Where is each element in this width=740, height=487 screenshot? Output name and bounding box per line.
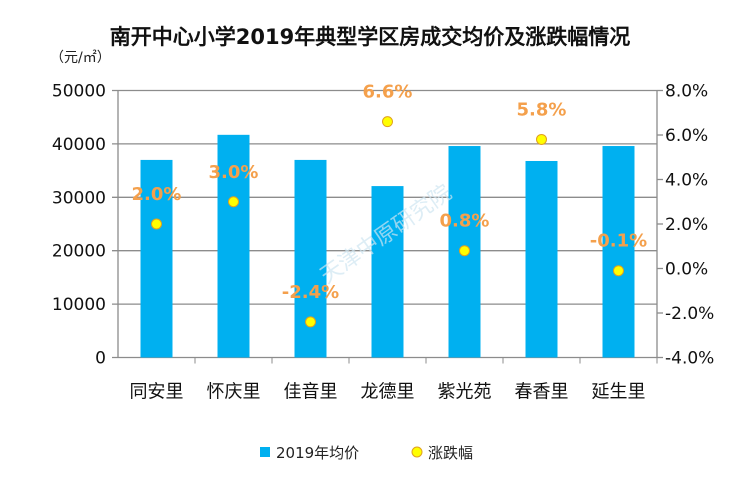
data-label: 6.6%: [363, 82, 413, 103]
y2-tick-label: 4.0%: [665, 171, 708, 191]
y2-tick-label: 0.0%: [665, 260, 708, 280]
data-label: -0.1%: [590, 231, 647, 252]
y-tick-label: 40000: [52, 135, 106, 155]
x-tick-label: 春香里: [515, 382, 569, 403]
x-tick-label: 紫光苑: [438, 382, 492, 403]
data-label: 2.0%: [132, 184, 182, 205]
data-point: [228, 196, 239, 208]
bar: [525, 160, 558, 358]
y2-tick-label: 6.0%: [665, 126, 708, 146]
y-tick-label: 50000: [52, 82, 106, 102]
data-point: [613, 265, 624, 277]
y2-tick-label: -2.0%: [665, 304, 714, 324]
y-tick-label: 0: [95, 349, 106, 369]
y-tick-label: 10000: [52, 295, 106, 315]
bar: [217, 134, 250, 358]
y2-tick-label: 2.0%: [665, 215, 708, 235]
data-point: [151, 218, 162, 230]
y-tick-label: 20000: [52, 242, 106, 262]
legend-bar-label: 2019年均价: [276, 444, 359, 462]
x-tick-label: 同安里: [130, 382, 184, 403]
data-point: [305, 316, 316, 328]
bar: [602, 146, 635, 358]
legend-bar-swatch: [260, 447, 270, 457]
data-point: [459, 245, 470, 257]
data-label: 5.8%: [517, 99, 567, 120]
data-label: -2.4%: [282, 282, 339, 303]
bar: [294, 159, 327, 358]
x-tick-label: 延生里: [592, 382, 646, 403]
bar: [140, 159, 173, 358]
y-axis-unit-label: （元/㎡）: [50, 50, 111, 66]
legend: 2019年均价 涨跌幅: [260, 444, 473, 462]
y2-tick-label: -4.0%: [665, 349, 714, 369]
data-label: 3.0%: [209, 162, 259, 183]
y2-tick-label: 8.0%: [665, 82, 708, 102]
x-tick-label: 佳音里: [284, 382, 338, 403]
data-label: 0.8%: [440, 211, 490, 232]
data-point: [382, 116, 393, 128]
legend-point-swatch: [411, 446, 423, 458]
legend-point-label: 涨跌幅: [428, 444, 473, 462]
x-tick-label: 龙德里: [361, 382, 415, 403]
bar: [371, 186, 404, 358]
y-tick-label: 30000: [52, 188, 106, 208]
chart-title: 南开中心小学2019年典型学区房成交均价及涨跌幅情况: [110, 25, 630, 49]
x-tick-label: 怀庆里: [207, 382, 261, 403]
data-point: [536, 133, 547, 145]
